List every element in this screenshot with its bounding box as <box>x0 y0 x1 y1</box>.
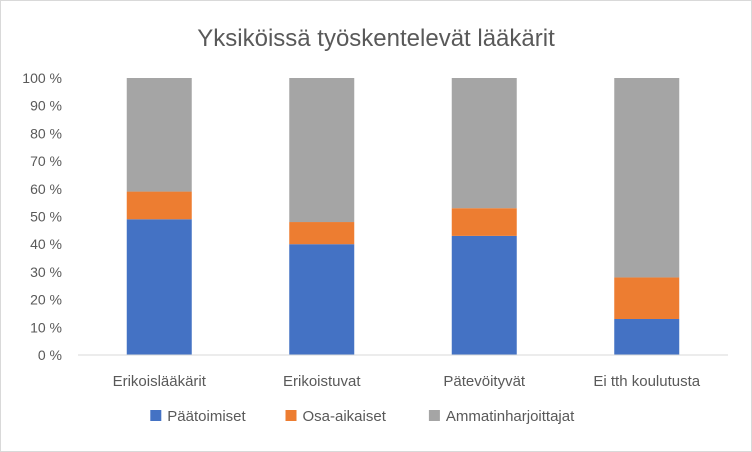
bar-segment <box>289 222 355 245</box>
x-category-label: Erikoistuvat <box>283 373 361 390</box>
chart-title: Yksiköissä työskentelevät lääkärit <box>197 25 555 52</box>
bars <box>126 78 680 355</box>
bar-segment <box>614 318 680 355</box>
x-axis: Erikoislääkärit Erikoistuvat Pätevöityvät E… <box>113 373 701 390</box>
y-tick-label: 30 % <box>30 264 62 280</box>
legend-swatch <box>150 410 162 421</box>
y-tick-label: 70 % <box>30 153 62 169</box>
y-axis: 0 % 10 % 20 % 30 % 40 % 50 % 60 % 70 % 80 % 90 % 1… <box>22 70 62 363</box>
y-tick-label: 50 % <box>30 209 62 225</box>
legend-label: Osa-aikaiset <box>303 408 387 425</box>
bar-segment <box>614 277 680 319</box>
legend-swatch <box>285 410 297 421</box>
x-category-label: Pätevöityvät <box>443 373 526 390</box>
x-category-label: Ei tth koulutusta <box>593 373 700 390</box>
legend-swatch <box>428 410 440 421</box>
bar-segment <box>289 244 355 355</box>
y-tick-label: 80 % <box>30 125 62 141</box>
bar-segment <box>614 78 680 278</box>
y-tick-label: 90 % <box>30 98 62 114</box>
y-tick-label: 0 % <box>38 347 62 363</box>
legend-label: Ammatinharjoittajat <box>446 408 575 425</box>
bar-segment <box>126 191 192 220</box>
legend: Päätoimiset Osa-aikaiset Ammatinharjoittaj… <box>150 408 575 425</box>
bar-segment <box>289 78 355 223</box>
bar-segment <box>126 78 192 192</box>
bar-segment <box>451 208 517 236</box>
y-tick-label: 40 % <box>30 236 62 252</box>
bar-segment <box>451 235 517 355</box>
bar-segment <box>126 219 192 355</box>
legend-label: Päätoimiset <box>167 408 246 425</box>
x-category-label: Erikoislääkärit <box>113 373 207 390</box>
y-tick-label: 10 % <box>30 319 62 335</box>
y-tick-label: 100 % <box>22 70 62 86</box>
y-tick-label: 20 % <box>30 292 62 308</box>
y-tick-label: 60 % <box>30 181 62 197</box>
bar-segment <box>451 78 517 209</box>
